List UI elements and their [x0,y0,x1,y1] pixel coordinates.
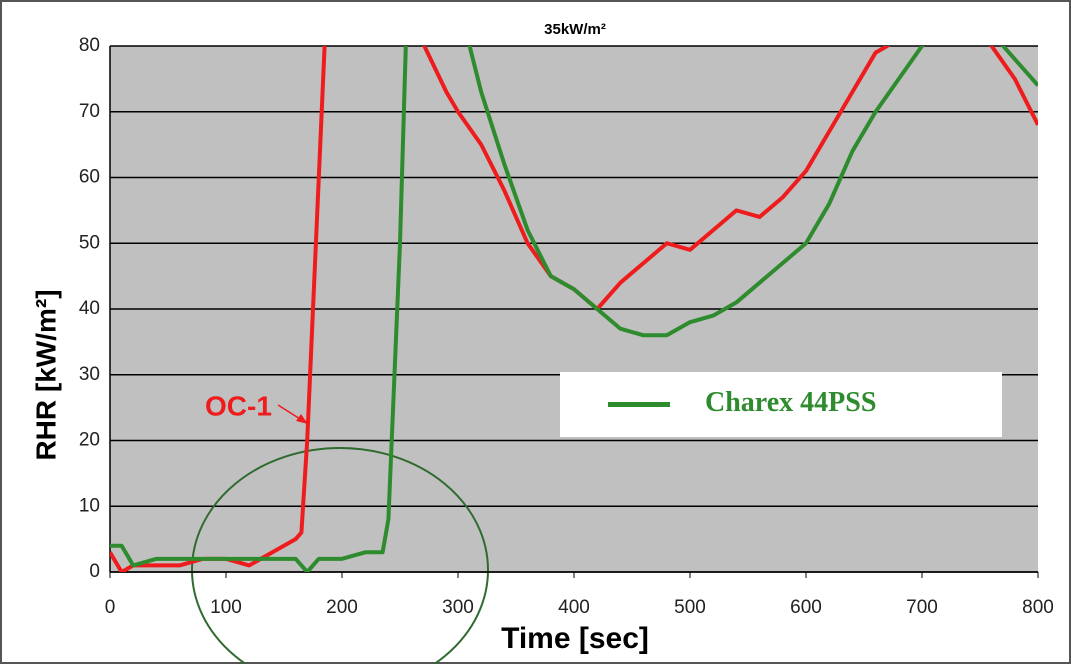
y-tick-label: 10 [79,495,100,516]
annotation-arrowhead [296,414,308,424]
y-tick-label: 80 [79,35,100,56]
x-tick-label: 300 [442,597,474,618]
x-tick-label: 800 [1022,597,1054,618]
x-tick-label: 700 [906,597,938,618]
x-tick-label: 600 [790,597,822,618]
y-tick-label: 0 [89,561,100,582]
y-tick-label: 70 [79,101,100,122]
highlight-ellipse [191,447,489,664]
x-tick-label: 400 [558,597,590,618]
x-tick-label: 200 [326,597,358,618]
legend-label: Charex 44PSS [705,387,876,418]
series-annotation: OC-1 [205,390,272,421]
x-tick-label: 100 [210,597,242,618]
data-line [110,46,1038,572]
x-axis-label: Time [sec] [501,622,649,655]
y-tick-label: 50 [79,232,100,253]
y-tick-label: 40 [79,298,100,319]
y-axis-label: RHR [kW/m²] [30,289,61,460]
plot-area [110,45,1038,573]
x-tick-label: 500 [674,597,706,618]
y-tick-label: 30 [79,364,100,385]
y-tick-label: 20 [79,430,100,451]
y-tick-label: 60 [79,167,100,188]
x-tick-label: 0 [105,597,116,618]
chart-title: 35kW/m² [544,21,606,38]
data-line [110,46,1038,572]
